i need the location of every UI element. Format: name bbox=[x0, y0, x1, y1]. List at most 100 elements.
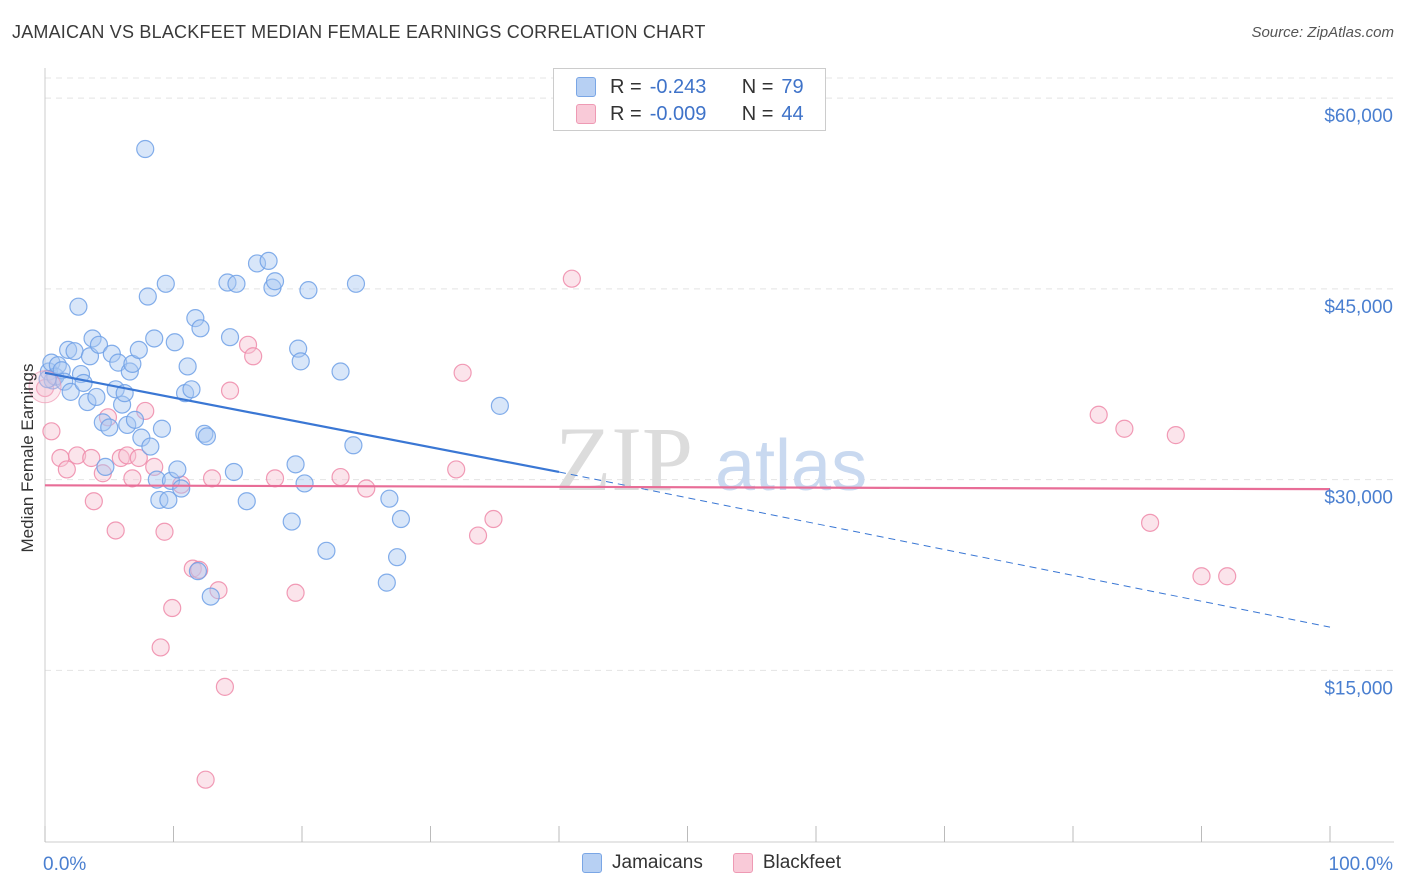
data-point-jamaicans bbox=[102, 344, 121, 363]
data-point-blackfeet bbox=[1115, 419, 1134, 438]
data-point-jamaicans bbox=[299, 281, 318, 300]
data-point-jamaicans bbox=[224, 462, 243, 482]
data-point-jamaicans bbox=[391, 509, 411, 529]
data-point-blackfeet bbox=[1192, 567, 1211, 586]
legend-swatch-blackfeet bbox=[576, 104, 596, 124]
legend-swatch-jamaicans bbox=[582, 853, 602, 873]
legend-r-value: -0.009 bbox=[649, 102, 707, 125]
data-point-jamaicans bbox=[145, 329, 164, 348]
data-point-jamaicans bbox=[87, 387, 106, 407]
data-point-jamaicans bbox=[172, 479, 191, 498]
data-point-jamaicans bbox=[380, 489, 399, 508]
trend-lines bbox=[44, 371, 1331, 628]
legend-item-blackfeet[interactable]: Blackfeet bbox=[732, 852, 841, 874]
data-point-jamaicans bbox=[182, 380, 201, 399]
data-point-jamaicans bbox=[265, 272, 285, 291]
data-point-blackfeet bbox=[357, 479, 376, 498]
data-point-blackfeet bbox=[447, 460, 466, 479]
data-point-blackfeet bbox=[286, 583, 305, 602]
legend-swatch-blackfeet bbox=[732, 853, 753, 873]
data-point-blackfeet bbox=[1218, 567, 1237, 586]
data-point-blackfeet bbox=[118, 446, 137, 465]
data-point-jamaicans bbox=[156, 274, 175, 293]
x-tick-label-min: 0.0% bbox=[43, 854, 86, 875]
data-point-jamaicans bbox=[141, 437, 160, 456]
data-point-jamaicans bbox=[220, 328, 240, 347]
data-point-jamaicans bbox=[197, 427, 217, 446]
data-point-jamaicans bbox=[125, 410, 145, 429]
data-point-blackfeet bbox=[238, 335, 258, 354]
data-point-jamaicans bbox=[89, 335, 109, 354]
data-points bbox=[28, 139, 1237, 789]
chart-title: JAMAICAN VS BLACKFEET MEDIAN FEMALE EARN… bbox=[12, 22, 706, 42]
watermark-atlas: atlas bbox=[715, 426, 867, 506]
data-point-jamaicans bbox=[168, 460, 187, 479]
y-tick-label: $15,000 bbox=[1324, 678, 1393, 699]
data-point-blackfeet bbox=[202, 469, 222, 488]
legend-item-jamaicans[interactable]: Jamaicans bbox=[582, 852, 703, 874]
legend-n-value: 44 bbox=[781, 102, 804, 125]
data-point-blackfeet bbox=[1166, 426, 1185, 445]
data-point-jamaicans bbox=[96, 457, 115, 476]
data-point-blackfeet bbox=[183, 559, 202, 578]
legend-n-label: N = bbox=[741, 75, 774, 98]
data-point-blackfeet bbox=[42, 422, 61, 441]
data-point-blackfeet bbox=[57, 460, 76, 479]
data-point-jamaicans bbox=[201, 587, 220, 606]
stats-legend: R = -0.243 N = 79 R = -0.009 N = 44 bbox=[553, 68, 826, 131]
data-point-jamaicans bbox=[136, 139, 155, 159]
data-point-cluster bbox=[28, 370, 62, 404]
data-point-blackfeet bbox=[190, 560, 209, 579]
data-point-blackfeet bbox=[129, 448, 148, 468]
legend-label-blackfeet: Blackfeet bbox=[762, 852, 841, 873]
data-point-jamaicans bbox=[346, 274, 366, 293]
data-point-jamaicans bbox=[377, 573, 396, 592]
data-point-jamaicans bbox=[61, 382, 80, 401]
y-tick-label: $45,000 bbox=[1324, 297, 1393, 318]
data-point-blackfeet bbox=[453, 363, 472, 382]
data-point-jamaicans bbox=[165, 333, 184, 352]
legend-row-jamaicans: R = -0.243 N = 79 bbox=[576, 74, 804, 100]
legend-swatch-jamaicans bbox=[576, 77, 596, 97]
data-point-jamaicans bbox=[74, 373, 93, 393]
data-point-jamaicans bbox=[195, 424, 214, 443]
data-point-jamaicans bbox=[100, 418, 119, 437]
data-point-jamaicans bbox=[191, 319, 210, 338]
data-point-jamaicans bbox=[387, 548, 407, 567]
data-point-blackfeet bbox=[106, 521, 125, 540]
data-point-blackfeet bbox=[123, 469, 142, 488]
data-point-blackfeet bbox=[468, 526, 488, 545]
legend-label-jamaicans: Jamaicans bbox=[612, 852, 703, 873]
data-point-blackfeet bbox=[196, 770, 215, 789]
trend-line-jamaicans bbox=[44, 371, 560, 474]
legend-r-label: R = bbox=[610, 75, 642, 98]
data-point-blackfeet bbox=[151, 638, 170, 657]
data-point-blackfeet bbox=[1089, 405, 1108, 424]
watermark: ZIP atlas bbox=[555, 408, 867, 510]
x-tick-label-max: 100.0% bbox=[1329, 854, 1394, 875]
data-point-jamaicans bbox=[147, 470, 166, 489]
data-point-blackfeet bbox=[484, 509, 503, 529]
data-point-jamaicans bbox=[138, 287, 157, 306]
data-point-blackfeet bbox=[155, 522, 174, 541]
legend-r-value: -0.243 bbox=[649, 75, 707, 98]
data-point-blackfeet bbox=[562, 269, 581, 288]
trend-line-blackfeet bbox=[44, 484, 1331, 491]
data-point-jamaicans bbox=[178, 357, 197, 376]
legend-n-label: N = bbox=[741, 102, 774, 125]
data-point-jamaicans bbox=[59, 340, 78, 360]
data-point-blackfeet bbox=[1140, 513, 1160, 532]
data-point-jamaicans bbox=[188, 562, 208, 581]
data-point-jamaicans bbox=[259, 251, 278, 271]
data-point-jamaicans bbox=[78, 392, 97, 412]
data-point-blackfeet bbox=[68, 446, 87, 465]
data-point-jamaicans bbox=[282, 512, 301, 531]
legend-n-value: 79 bbox=[781, 75, 804, 98]
y-tick-label: $30,000 bbox=[1324, 488, 1393, 509]
data-point-blackfeet bbox=[82, 448, 101, 468]
data-point-blackfeet bbox=[84, 492, 103, 511]
y-axis-label: Median Female Earnings bbox=[18, 364, 37, 553]
legend-row-blackfeet: R = -0.009 N = 44 bbox=[576, 101, 804, 127]
data-point-blackfeet bbox=[163, 598, 182, 618]
data-point-blackfeet bbox=[244, 347, 263, 366]
